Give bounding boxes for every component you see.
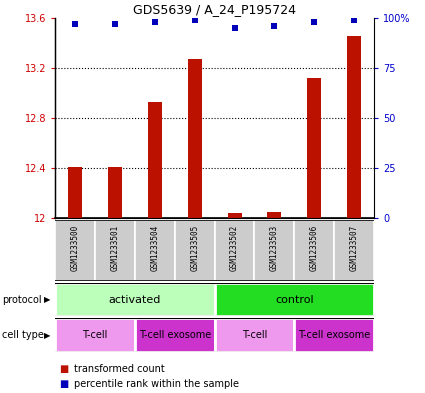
Text: ■: ■ <box>60 364 69 374</box>
Bar <box>215 283 374 316</box>
Text: ▶: ▶ <box>43 295 50 304</box>
Text: ■: ■ <box>60 379 69 389</box>
Bar <box>55 283 215 316</box>
Text: T-cell exosome: T-cell exosome <box>298 330 370 340</box>
Bar <box>334 220 374 281</box>
Bar <box>135 318 215 352</box>
Bar <box>307 78 321 218</box>
Text: cell type: cell type <box>2 330 44 340</box>
Bar <box>55 220 95 281</box>
Bar <box>227 213 241 218</box>
Point <box>351 17 357 23</box>
Bar <box>55 318 135 352</box>
Text: GSM1233502: GSM1233502 <box>230 224 239 271</box>
Bar <box>135 220 175 281</box>
Text: transformed count: transformed count <box>74 364 165 374</box>
Bar <box>255 220 294 281</box>
Bar <box>108 167 122 218</box>
Point <box>311 18 317 25</box>
Text: ▶: ▶ <box>43 331 50 340</box>
Text: GSM1233503: GSM1233503 <box>270 224 279 271</box>
Text: T-cell exosome: T-cell exosome <box>139 330 211 340</box>
Title: GDS5639 / A_24_P195724: GDS5639 / A_24_P195724 <box>133 4 296 17</box>
Text: activated: activated <box>109 295 161 305</box>
Bar <box>215 220 255 281</box>
Bar <box>188 59 202 218</box>
Bar <box>215 318 294 352</box>
Text: GSM1233500: GSM1233500 <box>71 224 79 271</box>
Text: GSM1233501: GSM1233501 <box>110 224 119 271</box>
Point <box>271 22 278 29</box>
Bar <box>68 167 82 218</box>
Text: T-cell: T-cell <box>242 330 267 340</box>
Bar <box>175 220 215 281</box>
Text: GSM1233506: GSM1233506 <box>310 224 319 271</box>
Text: percentile rank within the sample: percentile rank within the sample <box>74 379 239 389</box>
Point <box>191 17 198 23</box>
Text: GSM1233505: GSM1233505 <box>190 224 199 271</box>
Bar <box>294 220 334 281</box>
Bar <box>148 102 162 218</box>
Text: GSM1233507: GSM1233507 <box>350 224 359 271</box>
Point <box>112 20 119 27</box>
Text: T-cell: T-cell <box>82 330 108 340</box>
Point <box>72 20 79 27</box>
Bar <box>294 318 374 352</box>
Bar <box>347 37 361 218</box>
Text: control: control <box>275 295 314 305</box>
Text: GSM1233504: GSM1233504 <box>150 224 159 271</box>
Bar <box>267 212 281 218</box>
Text: protocol: protocol <box>2 295 42 305</box>
Point <box>151 18 158 25</box>
Point <box>231 24 238 31</box>
Bar <box>95 220 135 281</box>
